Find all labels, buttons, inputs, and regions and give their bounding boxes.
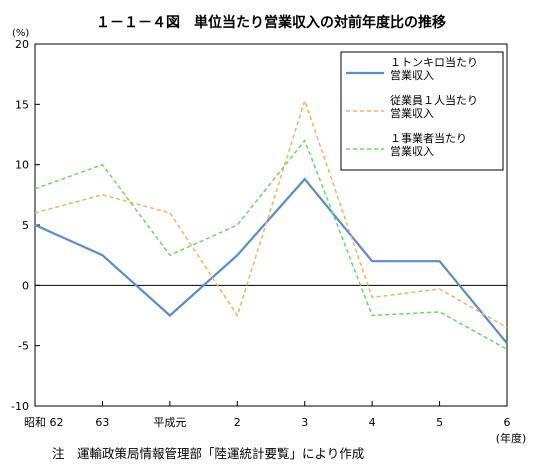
series-layer [34,98,508,350]
series-line-1 [34,177,508,344]
x-tick-label: 昭和 62 [24,416,64,429]
chart-title: １－１－４図 単位当たり営業収入の対前年度比の推移 [96,14,446,31]
series-line-3 [34,139,508,350]
series-line-2 [34,98,508,329]
y-axis-ticks: 20 15 10 5 0 -5 -10 [11,38,507,413]
x-tick-label: 平成元 [153,416,186,429]
x-tick-label: 3 [301,416,308,429]
legend-label-3: １事業者当たり営業収入 [390,131,467,158]
y-tick-label: 20 [15,38,29,51]
x-tick-label: 6 [504,416,511,429]
legend-label-1: １トンキロ当たり営業収入 [390,55,478,82]
x-tick-label: 4 [369,416,376,429]
source-note: 注 運輸政策局情報管理部「陸運統計要覧」により作成 [52,446,364,461]
y-tick-label: 0 [22,279,29,292]
x-axis-ticks: 昭和 62 63 平成元 2 3 4 5 6 [24,401,511,429]
y-tick-label: -10 [11,400,29,413]
y-tick-label: -5 [18,340,29,353]
x-tick-label: 5 [436,416,443,429]
y-tick-label: 5 [22,219,29,232]
legend-label-2: 従業員１人当たり営業収入 [390,93,478,120]
y-tick-label: 10 [15,159,29,172]
y-axis-unit: (%) [12,28,29,39]
y-tick-label: 15 [15,98,29,111]
x-axis-unit: (年度) [496,431,527,445]
x-tick-label: 63 [95,416,109,429]
x-tick-label: 2 [234,416,241,429]
